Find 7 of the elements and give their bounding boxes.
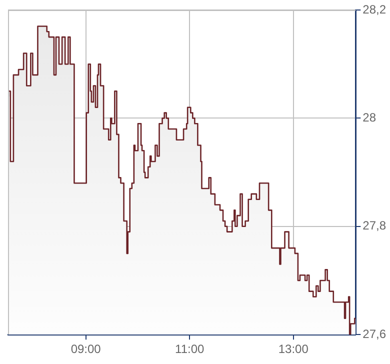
x-tick-label: 13:00 (278, 342, 309, 356)
x-tick-label: 09:00 (70, 342, 102, 356)
y-tick-label: 28,2 (362, 2, 386, 16)
y-tick-label: 27,8 (362, 218, 386, 233)
x-tick-label: 11:00 (175, 342, 204, 356)
y-tick-label: 28 (362, 110, 376, 125)
y-tick-label: 27,6 (362, 326, 386, 341)
